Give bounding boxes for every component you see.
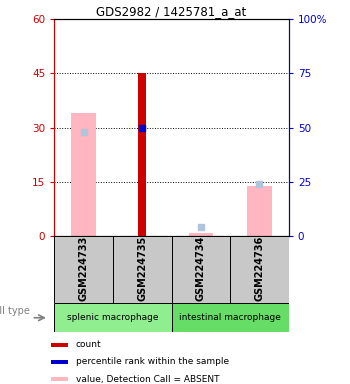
Text: intestinal macrophage: intestinal macrophage: [179, 313, 281, 322]
Text: cell type: cell type: [0, 306, 30, 316]
Bar: [51, 360, 68, 364]
Bar: [71, 113, 96, 236]
Bar: [247, 185, 272, 236]
Title: GDS2982 / 1425781_a_at: GDS2982 / 1425781_a_at: [96, 5, 247, 18]
Bar: [54, 236, 113, 303]
Text: GSM224733: GSM224733: [78, 236, 89, 301]
Bar: [113, 236, 172, 303]
Bar: [138, 73, 146, 236]
Text: value, Detection Call = ABSENT: value, Detection Call = ABSENT: [76, 374, 219, 384]
Text: percentile rank within the sample: percentile rank within the sample: [76, 358, 229, 366]
Bar: [172, 236, 230, 303]
Bar: [51, 377, 68, 381]
Bar: [230, 236, 289, 303]
Text: GSM224736: GSM224736: [254, 236, 265, 301]
Text: GSM224734: GSM224734: [196, 236, 206, 301]
Text: count: count: [76, 341, 102, 349]
Bar: [54, 303, 172, 332]
Bar: [51, 343, 68, 347]
Bar: [172, 303, 289, 332]
Text: splenic macrophage: splenic macrophage: [67, 313, 159, 322]
Bar: [189, 233, 213, 236]
Text: GSM224735: GSM224735: [137, 236, 147, 301]
